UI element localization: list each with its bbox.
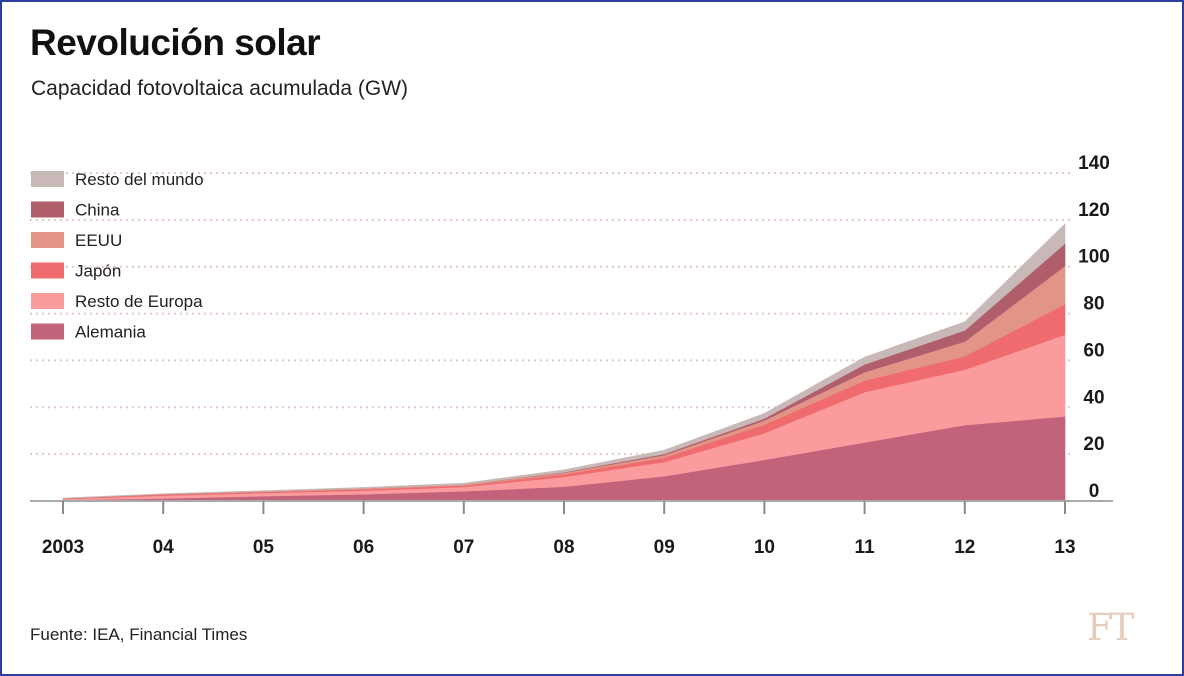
area-resto-del-mundo <box>62 223 1066 499</box>
x-tick-label: 04 <box>153 537 175 558</box>
y-tick-label: 40 <box>1083 387 1104 408</box>
legend-swatch <box>31 171 64 187</box>
y-tick-label: 20 <box>1083 434 1104 455</box>
legend-label: China <box>75 201 120 220</box>
chart-subtitle: Capacidad fotovoltaica acumulada (GW) <box>31 77 409 100</box>
x-tick-label: 06 <box>353 537 374 558</box>
x-tick-label: 07 <box>453 537 474 558</box>
legend-label: Resto del mundo <box>75 170 204 189</box>
x-tick-label: 12 <box>954 537 975 558</box>
x-axis: 2003 04 05 06 07 08 09 10 11 12 13 <box>30 500 1113 558</box>
chart-title: Revolución solar <box>30 22 321 63</box>
x-tick-label: 05 <box>253 537 275 558</box>
x-tick-label: 13 <box>1054 537 1075 558</box>
x-tick-label: 10 <box>754 537 775 558</box>
legend-swatch <box>31 232 64 248</box>
x-tick-label: 08 <box>553 537 574 558</box>
y-tick-label: 60 <box>1083 340 1104 361</box>
y-tick-label: 100 <box>1078 247 1110 268</box>
legend-swatch <box>31 201 64 218</box>
y-tick-label: 80 <box>1083 294 1104 315</box>
legend: Resto del mundo China EEUU Japón Resto de Eu… <box>31 170 204 342</box>
y-tick-label: 120 <box>1078 200 1110 221</box>
y-axis: 0 20 40 60 80 100 120 140 <box>1078 153 1110 502</box>
legend-swatch <box>31 262 64 279</box>
source-note: Fuente: IEA, Financial Times <box>30 625 248 644</box>
y-tick-label: 140 <box>1078 153 1110 174</box>
legend-swatch <box>31 293 64 309</box>
legend-swatch <box>31 323 64 340</box>
area-series <box>62 223 1066 502</box>
x-tick-label: 2003 <box>42 537 84 558</box>
legend-label: Alemania <box>75 323 146 342</box>
y-tick-label: 0 <box>1089 481 1100 502</box>
legend-label: EEUU <box>75 231 122 250</box>
legend-label: Resto de Europa <box>75 292 203 311</box>
x-tick-label: 11 <box>855 537 876 558</box>
legend-label: Japón <box>75 262 121 281</box>
x-tick-label: 09 <box>654 537 675 558</box>
ft-logo: FT <box>1087 606 1134 649</box>
